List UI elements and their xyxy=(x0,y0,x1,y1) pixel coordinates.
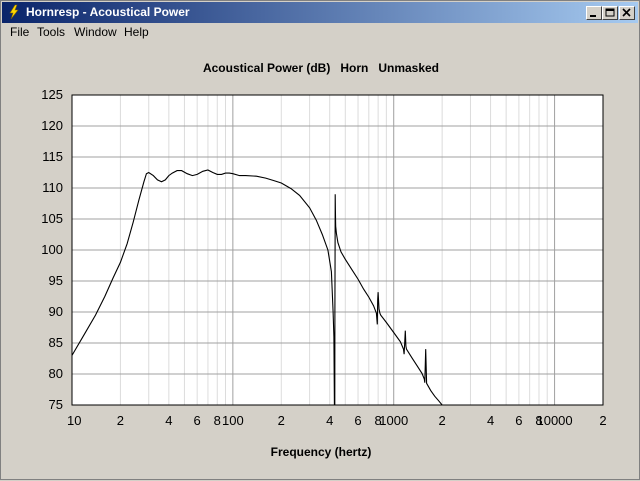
menu-file[interactable]: File xyxy=(10,25,30,39)
y-tick-label: 125 xyxy=(41,87,63,102)
y-tick-label: 90 xyxy=(49,304,63,319)
minimize-button[interactable] xyxy=(586,6,602,20)
maximize-button[interactable] xyxy=(602,6,618,20)
x-tick-label: 10 xyxy=(67,413,81,428)
menu-window[interactable]: Window xyxy=(74,25,117,39)
title-bar[interactable]: Hornresp - Acoustical Power xyxy=(2,2,638,23)
series-line xyxy=(71,169,446,406)
x-tick-label: 2 xyxy=(599,413,606,428)
plot-frame xyxy=(71,94,604,406)
minimize-icon xyxy=(590,15,596,17)
x-tick-label: 4 xyxy=(326,413,333,428)
close-icon xyxy=(622,8,631,17)
y-tick-label: 115 xyxy=(42,149,63,164)
maximize-icon xyxy=(605,8,615,17)
close-button[interactable] xyxy=(619,6,635,20)
y-tick-label: 105 xyxy=(41,211,63,226)
y-tick-label: 95 xyxy=(49,273,63,288)
x-tick-label: 2 xyxy=(278,413,285,428)
menu-tools[interactable]: Tools xyxy=(37,25,66,39)
y-tick-label: 75 xyxy=(49,397,63,412)
x-tick-label: 8 xyxy=(375,413,382,428)
x-tick-label: 4 xyxy=(487,413,494,428)
hornresp-app-icon xyxy=(9,4,19,20)
x-tick-label: 6 xyxy=(515,413,522,428)
x-tick-label: 2 xyxy=(439,413,446,428)
y-tick-label: 80 xyxy=(49,366,63,381)
y-tick-label: 120 xyxy=(41,118,63,133)
x-tick-label: 8 xyxy=(214,413,221,428)
x-tick-label: 1000 xyxy=(379,413,408,428)
x-tick-label: 6 xyxy=(194,413,201,428)
y-tick-label: 100 xyxy=(41,242,63,257)
x-axis-label: Frequency (hertz) xyxy=(270,445,372,459)
x-tick-label: 8 xyxy=(535,413,542,428)
menu-help[interactable]: Help xyxy=(124,25,149,39)
menu-bar: File Tools Window Help xyxy=(2,23,638,42)
x-tick-label: 4 xyxy=(165,413,172,428)
x-tick-label: 10000 xyxy=(536,413,572,428)
x-tick-label: 6 xyxy=(354,413,361,428)
x-tick-label: 2 xyxy=(117,413,124,428)
chart-title: Acoustical Power (dB) Horn Unmasked xyxy=(202,61,440,75)
y-tick-label: 110 xyxy=(42,180,63,195)
y-tick-label: 85 xyxy=(49,335,63,350)
window-title: Hornresp - Acoustical Power xyxy=(26,5,190,19)
x-tick-label: 100 xyxy=(222,413,244,428)
